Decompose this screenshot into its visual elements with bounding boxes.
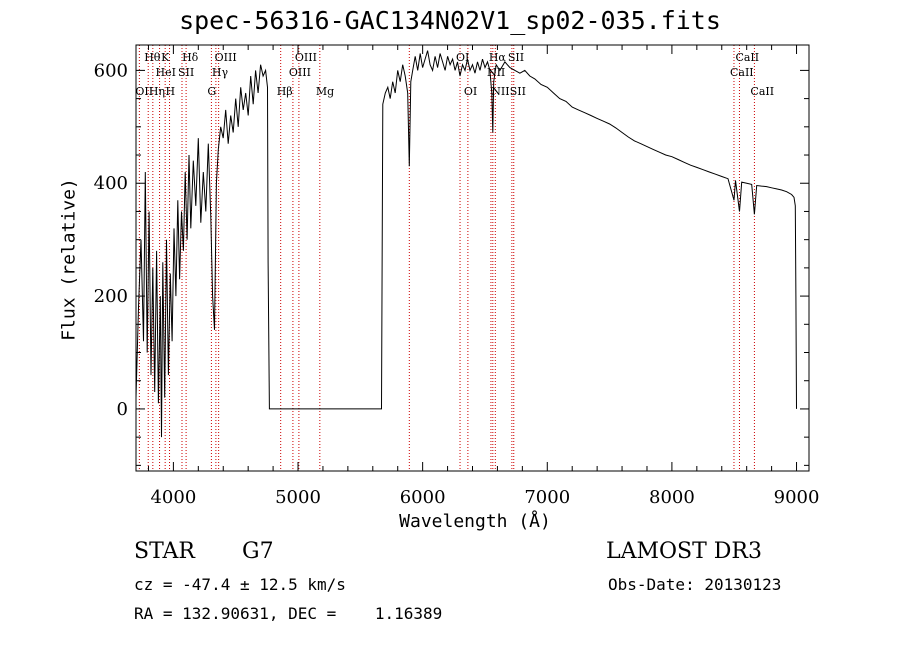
chart-title: spec-56316-GAC134N02V1_sp02-035.fits: [179, 6, 721, 35]
line-label: H: [166, 85, 176, 98]
line-label: SII: [508, 51, 524, 64]
line-markers: [138, 45, 755, 471]
y-axis-label: Flux (relative): [58, 178, 80, 341]
line-label: OIII: [215, 51, 237, 64]
line-label: Hη: [149, 85, 165, 98]
line-label: OIII: [295, 51, 317, 64]
line-label: SII: [178, 66, 194, 79]
object-subclass: G7: [242, 539, 274, 564]
x-tick-label: 9000: [774, 487, 820, 508]
line-label: K: [161, 51, 170, 64]
survey-name: LAMOST DR3: [606, 539, 762, 564]
object-class: STAR: [134, 539, 195, 564]
redshift-text: cz = -47.4 ± 12.5 km/s: [134, 575, 346, 594]
y-tick-label: 400: [94, 173, 128, 194]
line-labels: OIIHθHηHeIKHSIIHδGHγOIIIHβOIIIOIIIMgOIOI…: [135, 51, 774, 98]
line-label: CaII: [730, 66, 754, 79]
line-label: Hθ: [144, 51, 161, 64]
x-tick-label: 4000: [150, 487, 196, 508]
line-label: HeI: [156, 66, 176, 79]
line-label: OIII: [289, 66, 311, 79]
x-tick-label: 7000: [524, 487, 570, 508]
line-label: Hδ: [182, 51, 199, 64]
x-tick-label: 5000: [275, 487, 321, 508]
obs-date-text: Obs-Date: 20130123: [608, 575, 782, 594]
line-label: CaII: [735, 51, 759, 64]
flux-series-line: [135, 50, 797, 438]
y-tick-label: 0: [117, 399, 128, 420]
line-label: Hγ: [212, 66, 229, 79]
line-label: OI: [464, 85, 477, 98]
x-axis: 4000 5000 6000 7000 8000 9000: [147, 45, 820, 508]
line-label: SII: [510, 85, 526, 98]
line-label: G: [207, 85, 216, 98]
x-axis-label: Wavelength (Å): [399, 511, 551, 532]
x-tick-label: 6000: [400, 487, 446, 508]
line-label: NII: [491, 85, 509, 98]
y-tick-label: 600: [94, 60, 128, 81]
line-label: CaII: [750, 85, 774, 98]
line-label: OII: [135, 85, 153, 98]
line-label: OI: [456, 51, 469, 64]
y-tick-label: 200: [94, 286, 128, 307]
line-label: Mg: [316, 85, 334, 98]
line-label: Hβ: [277, 85, 293, 98]
y-axis: 0 200 400 600: [94, 60, 809, 466]
coords-text: RA = 132.90631, DEC = 1.16389: [134, 604, 443, 623]
line-label: Hα: [489, 51, 507, 64]
x-tick-label: 8000: [649, 487, 695, 508]
